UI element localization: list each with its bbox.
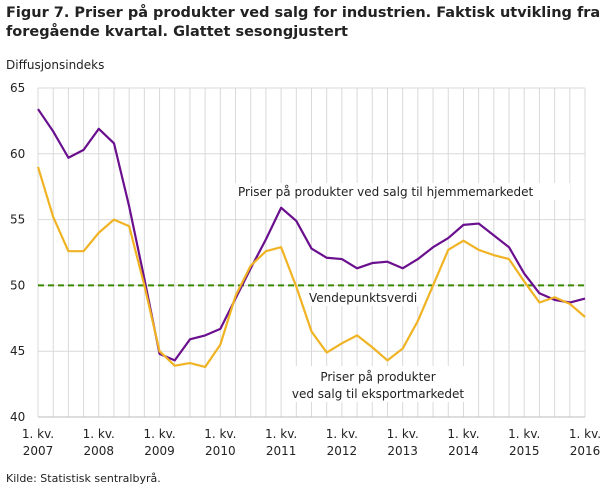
reference-line-label: Vendepunktsverdi [309, 291, 417, 305]
x-tick-label: 1. kv. [508, 427, 540, 441]
x-tick-label: 1. kv. [447, 427, 479, 441]
x-tick-label: 1. kv. [387, 427, 419, 441]
series-label-domestic: Priser på produkter ved salg til hjemmem… [238, 185, 534, 199]
x-tick-year: 2014 [448, 444, 479, 458]
x-tick-label: 1. kv. [22, 427, 54, 441]
chart-title: Figur 7. Priser på produkter ved salg fo… [6, 5, 601, 40]
y-tick-label: 65 [10, 81, 25, 95]
x-tick-year: 2010 [205, 444, 236, 458]
y-tick-label: 55 [10, 213, 25, 227]
x-tick-year: 2013 [387, 444, 418, 458]
x-tick-label: 1. kv. [326, 427, 358, 441]
x-tick-label: 1. kv. [143, 427, 175, 441]
y-axis-label: Diffusjonsindeks [6, 58, 105, 72]
x-tick-year: 2008 [84, 444, 115, 458]
series-label-export-line1: Priser på produkter [320, 370, 435, 384]
source-note: Kilde: Statistisk sentralbyrå. [6, 472, 161, 485]
x-tick-year: 2009 [144, 444, 175, 458]
y-tick-label: 60 [10, 147, 25, 161]
x-tick-year: 2016 [570, 444, 601, 458]
x-tick-label: 1. kv. [569, 427, 601, 441]
x-tick-year: 2011 [266, 444, 297, 458]
y-tick-label: 40 [10, 410, 25, 424]
label-background [234, 183, 570, 200]
x-tick-label: 1. kv. [83, 427, 115, 441]
series-label-export-line2: ved salg til eksportmarkedet [292, 387, 465, 401]
x-tick-label: 1. kv. [265, 427, 297, 441]
x-tick-year: 2007 [23, 444, 54, 458]
x-tick-year: 2015 [509, 444, 540, 458]
x-tick-label: 1. kv. [204, 427, 236, 441]
x-tick-year: 2012 [327, 444, 358, 458]
y-tick-label: 50 [10, 278, 25, 292]
label-background [286, 366, 470, 402]
y-tick-label: 45 [10, 344, 25, 358]
label-background [306, 290, 420, 306]
